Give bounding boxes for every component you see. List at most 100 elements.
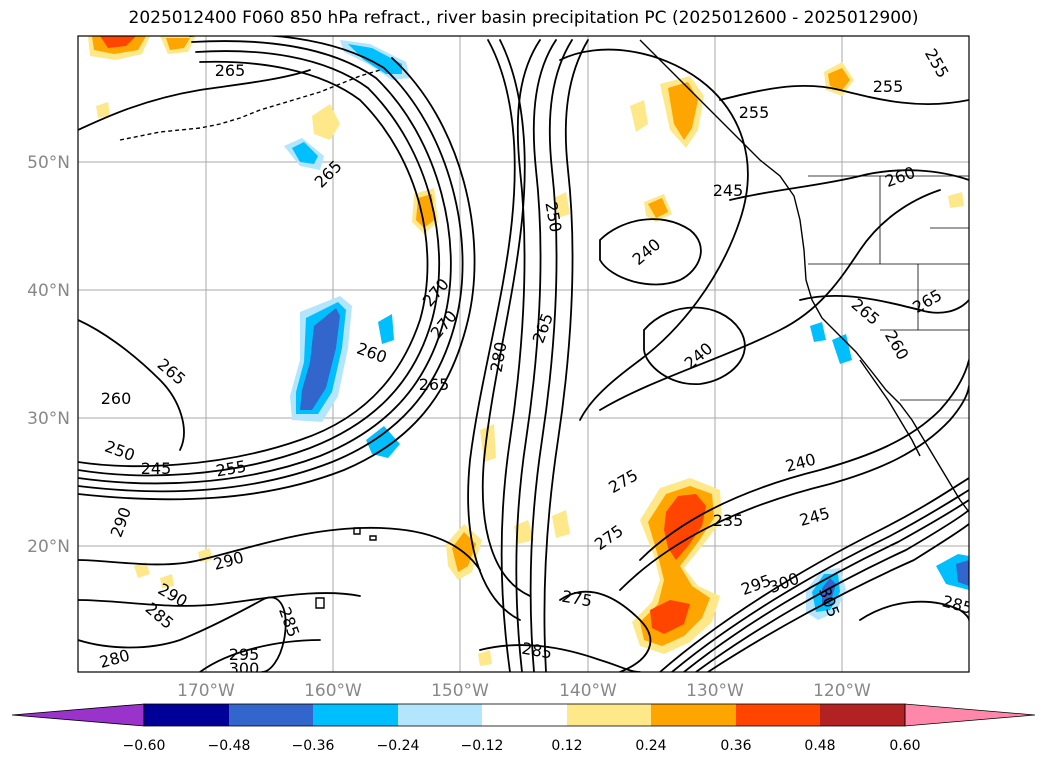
precipitation-shading <box>88 36 969 666</box>
colorbar-segment <box>736 704 820 726</box>
contour-line <box>78 526 481 571</box>
shading-pos-light <box>96 102 110 118</box>
lat-label-50n: 50°N <box>27 153 70 173</box>
contour-label: 300 <box>229 659 260 678</box>
shading-neg-mid <box>292 142 318 164</box>
coastline-aleutians <box>119 69 381 141</box>
contour-line <box>671 489 969 672</box>
map-title: 2025012400 F060 850 hPa refract., river … <box>128 8 919 28</box>
lon-label-160w: 160°W <box>304 681 362 701</box>
lat-label-40n: 40°N <box>27 281 70 301</box>
latitude-labels: 50°N 40°N 30°N 20°N <box>27 153 70 557</box>
shading-neg-mid <box>832 334 852 364</box>
contour-line <box>543 39 589 672</box>
contour-label: 265 <box>215 61 246 80</box>
shading-pos-mid <box>166 38 190 50</box>
contour-line <box>659 477 969 672</box>
contour-line <box>479 644 641 672</box>
contour-label: 265 <box>419 375 450 394</box>
island-hawaii <box>353 527 361 535</box>
colorbar-tick-label: −0.12 <box>461 738 504 754</box>
contour-label: 255 <box>739 103 770 122</box>
contour-line <box>78 36 464 493</box>
lon-label-120w: 120°W <box>813 681 871 701</box>
colorbar-segment <box>567 704 651 726</box>
island-hawaii <box>369 535 377 541</box>
colorbar-segment <box>651 704 736 726</box>
contour-line <box>559 48 749 421</box>
contour-line <box>78 40 452 485</box>
shading-pos-light <box>160 574 174 588</box>
colorbar-extend-max <box>904 703 1036 727</box>
shading-pos-light <box>514 520 534 544</box>
shading-neg-mid <box>378 314 394 344</box>
shading-pos-strong <box>650 600 690 634</box>
contour-line <box>78 69 311 131</box>
contour-line <box>599 189 941 411</box>
shading-neg-strong <box>822 578 836 604</box>
colorbar-tick-label: 0.12 <box>551 738 582 754</box>
contour-line <box>599 218 702 286</box>
contour-line <box>78 60 429 467</box>
contour-line <box>529 39 573 672</box>
shading-pos-light <box>948 192 964 208</box>
contour-line <box>78 50 441 477</box>
colorbar-segment <box>229 704 313 726</box>
colorbar-segment <box>482 704 567 726</box>
colorbar-tick-label: 0.36 <box>720 738 751 754</box>
contour-line <box>619 385 969 591</box>
lon-label-130w: 130°W <box>686 681 744 701</box>
contour-line <box>78 57 476 501</box>
shading-neg-mid <box>366 426 400 458</box>
colorbar-segment <box>313 704 398 726</box>
shading-pos-strong <box>100 36 136 48</box>
lon-label-140w: 140°W <box>559 681 617 701</box>
shading-pos-light <box>312 104 340 140</box>
shading-neg-mid <box>348 44 402 74</box>
lon-label-170w: 170°W <box>177 681 235 701</box>
contour-line <box>559 590 652 672</box>
colorbar-tick-label: 0.24 <box>635 738 666 754</box>
refractivity-contours <box>78 36 969 672</box>
contour-line <box>515 39 557 672</box>
colorbar-ticks: −0.60 −0.48 −0.36 −0.24 −0.12 0.12 0.24 … <box>123 738 921 754</box>
colorbar-segment <box>820 704 905 726</box>
contour-line <box>719 85 969 105</box>
contour-label: 245 <box>141 459 172 478</box>
contour-label: 255 <box>873 77 904 96</box>
shading-pos-light <box>478 650 492 666</box>
shading-pos-light <box>630 100 648 132</box>
shading-pos-mid <box>828 68 850 90</box>
colorbar-outline <box>143 703 906 727</box>
contour-label: 295 <box>229 645 260 664</box>
contour-line <box>639 359 969 561</box>
contour-label: 235 <box>713 511 744 530</box>
colorbar-tick-label: 0.48 <box>804 738 835 754</box>
borders <box>808 175 969 401</box>
colorbar-segment <box>398 704 482 726</box>
contour-line <box>481 39 531 597</box>
coastline-baja <box>859 359 921 457</box>
shading-pos-strong <box>664 494 706 560</box>
shading-pos-light <box>554 192 570 218</box>
shading-pos-mid <box>668 82 698 140</box>
contour-line <box>199 639 321 672</box>
contour-line <box>500 39 541 672</box>
colorbar-tick-label: 0.60 <box>889 738 920 754</box>
colorbar: −0.60 −0.48 −0.36 −0.24 −0.12 0.12 0.24 … <box>11 703 1036 754</box>
contour-line <box>78 596 287 672</box>
shading-pos-mid <box>648 198 668 218</box>
shading-pos-light <box>134 562 150 578</box>
colorbar-segment <box>144 704 229 726</box>
shading-neg-mid <box>810 322 826 342</box>
contour-line <box>799 295 969 314</box>
colorbar-tick-label: −0.24 <box>377 738 420 754</box>
map-panel: 265 255 255 255 265 245 260 250 240 265 … <box>77 35 970 678</box>
longitude-labels: 170°W 160°W 150°W 140°W 130°W 120°W <box>177 681 871 701</box>
lon-label-150w: 150°W <box>431 681 489 701</box>
lat-label-30n: 30°N <box>27 409 70 429</box>
colorbar-tick-label: −0.36 <box>292 738 335 754</box>
shading-neg-strong <box>956 560 969 586</box>
island-hawaii <box>315 597 325 609</box>
